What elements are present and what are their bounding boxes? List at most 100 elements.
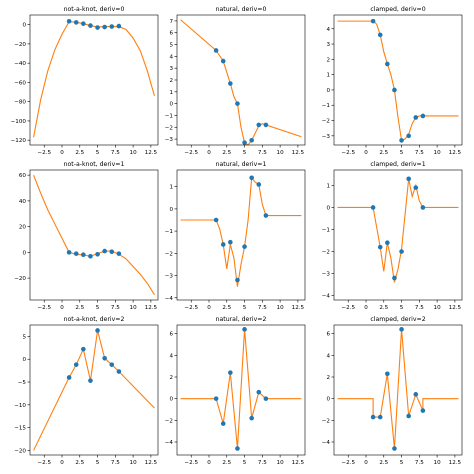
data-point bbox=[413, 115, 419, 120]
y-tick-label: −120 bbox=[11, 138, 27, 144]
x-tick-label: 0 bbox=[60, 305, 64, 311]
data-point bbox=[66, 250, 72, 255]
data-point bbox=[73, 20, 79, 25]
x-tick-label: 12.5 bbox=[145, 150, 158, 156]
x-tick-label: −2.5 bbox=[184, 305, 198, 311]
data-point bbox=[95, 25, 100, 30]
y-tick-label: −1 bbox=[322, 103, 331, 109]
data-point bbox=[413, 392, 419, 397]
subplot-6: clamped, deriv=1−2.5 0 2.5 5 7.5 10 12.5−4−3−2… bbox=[322, 161, 463, 311]
data-point bbox=[242, 244, 247, 249]
data-point bbox=[392, 446, 397, 451]
y-tick-label: 2 bbox=[326, 375, 330, 381]
axes-frame bbox=[176, 324, 306, 456]
data-point bbox=[377, 414, 383, 420]
x-tick-label: −2.5 bbox=[184, 460, 198, 466]
data-point bbox=[116, 369, 122, 374]
subplot-title: not-a-knot, deriv=2 bbox=[64, 316, 125, 323]
y-tick-label: −3 bbox=[322, 272, 331, 278]
y-tick-label: 0 bbox=[326, 88, 330, 94]
data-point bbox=[406, 176, 411, 182]
x-tick-label: 5 bbox=[400, 305, 404, 311]
x-tick-label: 12.5 bbox=[292, 150, 305, 156]
x-tick-label: 7.5 bbox=[415, 150, 424, 156]
x-tick-label: 2.5 bbox=[379, 460, 388, 466]
data-point bbox=[256, 122, 262, 128]
data-point bbox=[102, 355, 107, 361]
x-tick-label: 10 bbox=[130, 460, 138, 466]
spline-curve bbox=[180, 176, 302, 287]
data-point bbox=[406, 413, 411, 419]
x-tick-label: 0 bbox=[364, 460, 368, 466]
subplot-8: natural, deriv=2 −2.5 0 2.5 5 7.5 10 12.5 −4 −2 0 2… bbox=[165, 316, 306, 466]
x-tick-label: −2.5 bbox=[37, 150, 51, 156]
x-tick-label: 10 bbox=[434, 150, 442, 156]
y-tick-label: 2 bbox=[326, 57, 330, 63]
y-tick-label: 5 bbox=[22, 334, 26, 340]
y-tick-label: −2 bbox=[322, 250, 330, 256]
subplot-5: natural, deriv=1−2.5 0 2.5 5 7.5 10 12.5−4−3−2… bbox=[165, 161, 306, 311]
y-tick-label: 5 bbox=[169, 43, 173, 49]
data-point bbox=[66, 18, 72, 24]
data-point bbox=[109, 249, 115, 255]
x-tick-label: 10 bbox=[434, 305, 442, 311]
x-tick-label: 2.5 bbox=[222, 305, 231, 311]
y-tick-label: 3 bbox=[326, 42, 330, 48]
data-point bbox=[377, 32, 383, 38]
subplot-3: clamped, deriv=0−2.5 0 2.5 5 7.5 10 12.5−3−2−1… bbox=[322, 6, 463, 156]
subplot-7: not-a-knot, deriv=2 −2.5 0 2.5 5 7.5 10 12.5 −20… bbox=[14, 316, 159, 466]
data-point bbox=[420, 205, 426, 210]
subplot-title: clamped, deriv=1 bbox=[370, 161, 425, 168]
x-tick-label: 5 bbox=[243, 305, 247, 311]
y-tick-label: 2 bbox=[169, 78, 173, 84]
y-tick-label: −3 bbox=[165, 137, 174, 143]
axes-frame bbox=[29, 324, 159, 456]
spline-curve bbox=[337, 329, 459, 449]
data-point bbox=[413, 185, 419, 190]
x-tick-label: 5 bbox=[243, 460, 247, 466]
x-tick-label: 7.5 bbox=[258, 305, 267, 311]
x-tick-label: 0 bbox=[364, 305, 368, 311]
spline-curve bbox=[337, 20, 459, 142]
data-point bbox=[213, 396, 219, 401]
axes-frame bbox=[333, 14, 463, 146]
y-tick-label: −4 bbox=[165, 296, 174, 302]
x-tick-label: 12.5 bbox=[145, 460, 158, 466]
subplot-title: natural, deriv=2 bbox=[216, 316, 267, 323]
data-point bbox=[88, 378, 93, 383]
data-point bbox=[385, 61, 390, 67]
y-tick-label: 0 bbox=[326, 205, 330, 211]
y-tick-label: 4 bbox=[326, 27, 330, 33]
y-tick-label: −3 bbox=[322, 134, 331, 140]
data-point bbox=[263, 213, 269, 218]
y-tick-label: 1 bbox=[326, 183, 330, 189]
y-tick-label: 0 bbox=[169, 397, 173, 403]
x-tick-label: 10 bbox=[130, 150, 138, 156]
x-tick-label: 7.5 bbox=[415, 460, 424, 466]
subplot-1: not-a-knot, deriv=0 −2.5 0 2.5 5 7.5 10 12.5 −12… bbox=[11, 6, 159, 156]
x-tick-label: 0 bbox=[60, 460, 64, 466]
x-tick-label: 0 bbox=[60, 150, 64, 156]
x-tick-label: 2.5 bbox=[379, 150, 388, 156]
y-tick-label: 0 bbox=[326, 397, 330, 403]
spline-curve bbox=[337, 178, 459, 283]
y-tick-label: −1 bbox=[165, 113, 174, 119]
data-point bbox=[249, 137, 254, 143]
y-tick-label: −2 bbox=[165, 251, 173, 257]
subplot-title: not-a-knot, deriv=0 bbox=[64, 6, 125, 13]
y-tick-label: 0 bbox=[169, 102, 173, 108]
x-tick-label: 12.5 bbox=[145, 305, 158, 311]
x-tick-label: 5 bbox=[243, 150, 247, 156]
y-tick-label: −40 bbox=[14, 61, 26, 67]
y-tick-label: 1 bbox=[169, 185, 173, 191]
x-tick-label: 10 bbox=[277, 150, 285, 156]
data-point bbox=[249, 175, 254, 181]
y-tick-label: −10 bbox=[14, 403, 26, 409]
subplot-9: clamped, deriv=2 −2.5 0 2.5 5 7.5 10 12.5 −4 −2 0 2… bbox=[322, 316, 463, 466]
data-point bbox=[385, 240, 390, 246]
data-point bbox=[109, 362, 115, 367]
x-tick-label: 2.5 bbox=[75, 150, 84, 156]
spline-curve bbox=[33, 21, 155, 138]
data-point bbox=[220, 421, 226, 426]
x-tick-label: 7.5 bbox=[258, 460, 267, 466]
